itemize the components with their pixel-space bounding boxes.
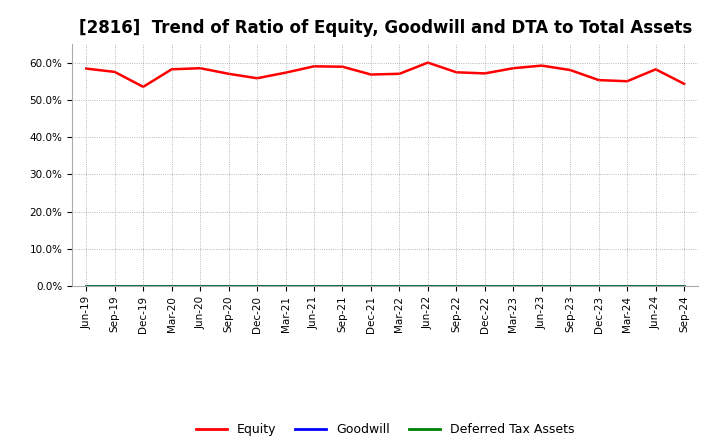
Equity — [225, 71, 233, 77]
Equity — [566, 67, 575, 73]
Equity — [652, 67, 660, 72]
Deferred Tax Assets — [139, 283, 148, 289]
Equity — [167, 67, 176, 72]
Deferred Tax Assets — [225, 283, 233, 289]
Goodwill — [566, 283, 575, 289]
Goodwill — [680, 283, 688, 289]
Equity — [338, 64, 347, 70]
Deferred Tax Assets — [167, 283, 176, 289]
Deferred Tax Assets — [253, 283, 261, 289]
Equity — [537, 63, 546, 68]
Deferred Tax Assets — [595, 283, 603, 289]
Goodwill — [395, 283, 404, 289]
Goodwill — [167, 283, 176, 289]
Goodwill — [225, 283, 233, 289]
Equity — [110, 69, 119, 74]
Goodwill — [595, 283, 603, 289]
Deferred Tax Assets — [452, 283, 461, 289]
Equity — [196, 66, 204, 71]
Goodwill — [652, 283, 660, 289]
Equity — [480, 71, 489, 76]
Equity — [139, 84, 148, 89]
Goodwill — [82, 283, 91, 289]
Goodwill — [509, 283, 518, 289]
Equity — [623, 79, 631, 84]
Goodwill — [110, 283, 119, 289]
Deferred Tax Assets — [310, 283, 318, 289]
Title: [2816]  Trend of Ratio of Equity, Goodwill and DTA to Total Assets: [2816] Trend of Ratio of Equity, Goodwil… — [78, 19, 692, 37]
Goodwill — [139, 283, 148, 289]
Equity — [366, 72, 375, 77]
Goodwill — [310, 283, 318, 289]
Equity — [680, 81, 688, 87]
Legend: Equity, Goodwill, Deferred Tax Assets: Equity, Goodwill, Deferred Tax Assets — [191, 418, 580, 440]
Deferred Tax Assets — [423, 283, 432, 289]
Goodwill — [480, 283, 489, 289]
Equity — [282, 70, 290, 75]
Deferred Tax Assets — [566, 283, 575, 289]
Goodwill — [196, 283, 204, 289]
Equity — [253, 76, 261, 81]
Deferred Tax Assets — [282, 283, 290, 289]
Deferred Tax Assets — [537, 283, 546, 289]
Goodwill — [366, 283, 375, 289]
Deferred Tax Assets — [623, 283, 631, 289]
Goodwill — [537, 283, 546, 289]
Goodwill — [282, 283, 290, 289]
Deferred Tax Assets — [366, 283, 375, 289]
Equity — [310, 64, 318, 69]
Equity — [395, 71, 404, 77]
Deferred Tax Assets — [196, 283, 204, 289]
Deferred Tax Assets — [395, 283, 404, 289]
Deferred Tax Assets — [509, 283, 518, 289]
Goodwill — [423, 283, 432, 289]
Line: Equity: Equity — [86, 62, 684, 87]
Deferred Tax Assets — [680, 283, 688, 289]
Equity — [423, 60, 432, 65]
Goodwill — [623, 283, 631, 289]
Goodwill — [338, 283, 347, 289]
Equity — [595, 77, 603, 83]
Deferred Tax Assets — [110, 283, 119, 289]
Equity — [509, 66, 518, 71]
Deferred Tax Assets — [652, 283, 660, 289]
Equity — [82, 66, 91, 71]
Deferred Tax Assets — [82, 283, 91, 289]
Goodwill — [253, 283, 261, 289]
Deferred Tax Assets — [480, 283, 489, 289]
Goodwill — [452, 283, 461, 289]
Deferred Tax Assets — [338, 283, 347, 289]
Equity — [452, 70, 461, 75]
